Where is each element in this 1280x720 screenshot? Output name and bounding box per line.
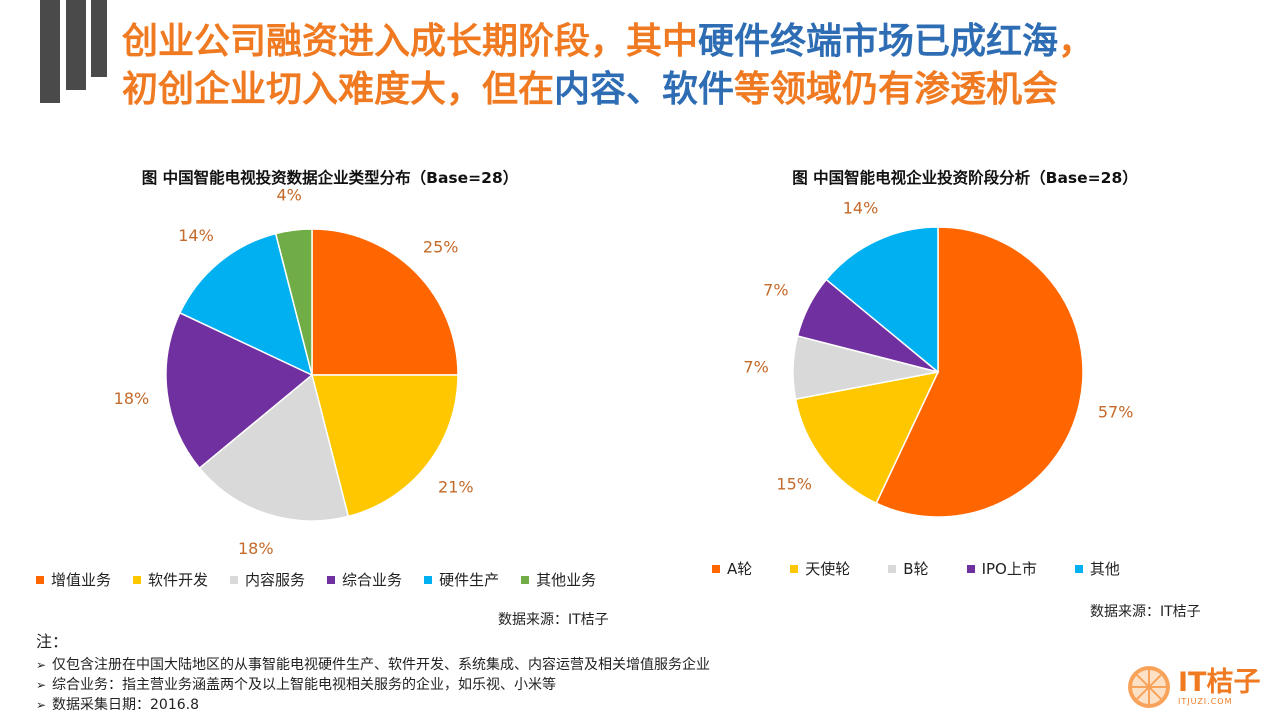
decor-bar-3 [91,0,107,77]
logo-url: ITJUZI.COM [1178,696,1233,706]
title-highlight: 硬件终端市场已成红海 [698,21,1059,62]
legend-swatch [790,564,799,573]
legend-label: A轮 [727,560,753,578]
notes-heading: 注： [36,632,69,651]
legend-label: 综合业务 [342,571,403,589]
legend-swatch [1074,564,1083,573]
logo-name: IT桔子 [1178,666,1261,698]
chart-1-title: 图 中国智能电视投资数据企业类型分布（Base=28） [141,169,519,187]
notes-section: 注： 仅包含注册在中国大陆地区的从事智能电视硬件生产、软件开发、系统集成、内容运… [36,628,710,715]
chart-1-slice-5 [274,228,313,376]
legend-swatch [133,575,142,584]
chart-1-legend-item: 硬件生产 [424,569,499,590]
chart-2-legend-item: B轮 [888,558,929,579]
title-part: ， [1058,21,1095,62]
chart-1-legend-item: 内容服务 [230,569,305,590]
chart-2-data-label: 7% [763,280,788,299]
chart-2-legend-item: A轮 [712,558,752,579]
legend-label: 天使轮 [805,560,851,578]
chart-2-slice-4 [825,226,939,374]
chart-1-legend: 增值业务 软件开发 内容服务 综合业务 硬件生产 其他业务 [36,569,618,590]
legend-label: 其他业务 [536,571,597,589]
chart-2-slice-0 [875,226,1084,518]
chart-1-data-label: 14% [178,226,214,245]
legend-swatch [712,564,720,573]
chart-2-slice-1 [794,370,940,505]
legend-swatch [888,564,897,573]
chart-1-data-label: 4% [276,185,301,204]
chart-1-data-label: 18% [114,389,150,408]
legend-label: 其他 [1089,560,1120,578]
page-title-line-2: 初创企业切入难度大，但在内容、软件等领域仍有渗透机会 [122,60,1058,112]
chart-2-legend: A轮 天使轮 B轮 IPO上市 其他 [712,558,1158,579]
title-highlight: 内容、软件 [554,69,735,110]
chart-1-data-label: 18% [238,539,274,558]
chart-2-source: 数据来源：IT桔子 [1090,604,1201,620]
chart-2-data-label: 15% [776,475,812,494]
legend-swatch [966,564,975,573]
note-item: 仅包含注册在中国大陆地区的从事智能电视硬件生产、软件开发、系统集成、内容运营及相… [36,655,710,675]
legend-label: B轮 [903,560,929,578]
chart-1-legend-item: 软件开发 [133,569,208,590]
note-item: 综合业务：指主营业务涵盖两个及以上智能电视相关服务的企业，如乐视、小米等 [36,675,710,695]
chart-2-title: 图 中国智能电视企业投资阶段分析（Base=28） [792,169,1138,187]
legend-label: 硬件生产 [439,571,500,589]
chart-1-slice-4 [178,232,314,377]
chart-1-slice-2 [198,373,350,522]
legend-swatch [327,575,336,584]
title-part: 创业公司融资进入成长期阶段，其中 [122,21,699,62]
chart-1-data-label: 25% [423,237,459,256]
title-part: 等领域仍有渗透机会 [734,69,1059,110]
chart-1-slice-1 [311,374,459,518]
chart-2-legend-item: IPO上市 [966,558,1037,579]
chart-1-slice-0 [311,228,459,376]
chart-1-data-label: 21% [438,478,474,497]
legend-swatch [36,575,44,584]
chart-2-legend-item: 天使轮 [790,558,850,579]
itjuzi-logo: IT桔子 ITJUZI.COM [1126,664,1260,710]
title-part: 初创企业切入难度大，但在 [122,69,555,110]
chart-1-legend-item: 增值业务 [36,569,111,590]
legend-label: 内容服务 [245,571,306,589]
chart-2-data-label: 14% [843,198,879,217]
legend-label: 增值业务 [51,571,112,589]
legend-swatch [424,575,433,584]
legend-label: IPO上市 [981,560,1037,578]
legend-label: 软件开发 [148,571,209,589]
chart-2-legend-item: 其他 [1074,558,1120,579]
chart-2-data-label: 57% [1098,403,1134,422]
chart-1-slice-3 [165,311,314,470]
chart-1-source: 数据来源：IT桔子 [498,612,609,628]
orange-slice-icon [1128,666,1170,708]
chart-2-data-label: 7% [743,357,768,376]
chart-1-legend-item: 综合业务 [327,569,402,590]
chart-1-legend-item: 其他业务 [521,569,596,590]
legend-swatch [230,575,239,584]
page-title-line-1: 创业公司融资进入成长期阶段，其中硬件终端市场已成红海， [122,12,1094,64]
decor-bar-2 [66,0,86,90]
note-item: 数据采集日期：2016.8 [36,695,710,715]
decor-bar-1 [40,0,60,103]
legend-swatch [521,575,530,584]
